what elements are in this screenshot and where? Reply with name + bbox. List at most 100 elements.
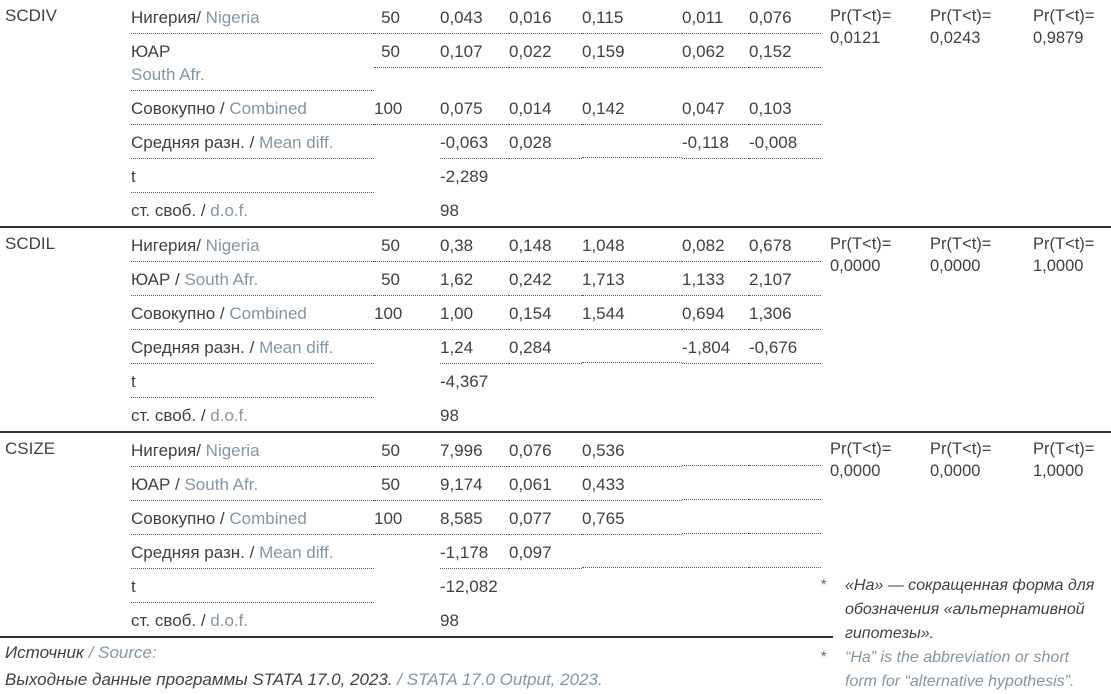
- group-label: ст. своб. / d.o.f.: [131, 193, 374, 226]
- group-label-en: d.o.f.: [210, 201, 249, 220]
- ci-upper-cell: [749, 364, 821, 397]
- pr-col-3: Pr(T<t)= 1,0000: [1033, 233, 1111, 277]
- std-dev-cell: [582, 603, 682, 636]
- group-label: Средняя разн. / Mean diff.: [131, 330, 374, 364]
- ci-upper-cell: [749, 398, 821, 431]
- group-label: ЮАР / South Afr.: [131, 262, 374, 296]
- source-ru: Источник: [5, 643, 84, 662]
- group-label-ru: t: [131, 577, 136, 596]
- pr-value: 0,0121: [830, 29, 881, 47]
- group-label-en: Nigeria: [205, 441, 260, 460]
- pr-columns: Pr(T<t)= 0,0000 Pr(T<t)= 0,0000 Pr(T<t)=…: [830, 438, 1111, 482]
- pr-label: Pr(T<t)=: [830, 7, 892, 25]
- table-row: ЮАР / South Afr. 50 1,62 0,242 1,713 1,1…: [131, 262, 1111, 296]
- variable-name: SCDIV: [5, 6, 57, 25]
- pr-label: Pr(T<t)=: [930, 7, 992, 25]
- mean-cell: 7,996: [440, 433, 509, 467]
- group-label-en: South Afr.: [131, 65, 205, 84]
- std-err-cell: 0,077: [509, 501, 582, 535]
- std-dev-cell: 1,713: [582, 262, 682, 296]
- group-label: Совокупно / Combined: [131, 296, 374, 330]
- mean-cell: 0,38: [440, 228, 509, 262]
- n-obs-cell: 50: [374, 262, 440, 296]
- ci-upper-cell: -0,008: [749, 125, 821, 159]
- pr-value: 0,0000: [930, 462, 981, 480]
- n-obs-cell: [374, 364, 440, 397]
- pr-value: 1,0000: [1033, 257, 1084, 275]
- ci-upper-cell: [749, 467, 821, 500]
- std-dev-cell: 1,048: [582, 228, 682, 262]
- dof-cell: 98: [440, 611, 459, 630]
- group-label: ЮАР / South Afr.: [131, 467, 374, 501]
- table-row: ЮАР / South Afr. 50 9,174 0,061 0,433: [131, 467, 1111, 501]
- t-statistic-cell: -2,289: [440, 167, 489, 186]
- mean-cell: 0,075: [440, 91, 509, 125]
- std-dev-cell: 0,765: [582, 501, 682, 535]
- group-label: Нигерия/ Nigeria: [131, 228, 374, 262]
- variable-name: SCDIL: [5, 234, 56, 253]
- source-line-2: Выходные данные программы STATA 17.0, 20…: [5, 666, 603, 693]
- pr-col-1: Pr(T<t)= 0,0000: [830, 233, 930, 277]
- group-label-ru: Средняя разн. /: [131, 338, 255, 357]
- std-err-cell: 0,154: [509, 296, 582, 330]
- group-label-en: d.o.f.: [210, 611, 249, 630]
- ci-lower-cell: [682, 193, 749, 226]
- group-label-en: Mean diff.: [259, 543, 334, 562]
- ci-upper-cell: [749, 193, 821, 226]
- std-dev-cell: 1,544: [582, 296, 682, 330]
- group-label: Средняя разн. / Mean diff.: [131, 125, 374, 159]
- ci-upper-cell: 0,076: [749, 0, 821, 34]
- group-label-ru: Нигерия/: [131, 441, 201, 460]
- ci-lower-cell: 0,011: [682, 0, 749, 34]
- std-err-cell: 0,016: [509, 0, 582, 34]
- asterisk-marker: *: [820, 577, 827, 594]
- mean-cell: 1,62: [440, 262, 509, 296]
- group-label-ru: ЮАР /: [131, 270, 180, 289]
- std-err-cell: [509, 603, 582, 636]
- n-obs-cell: [374, 330, 440, 363]
- ci-lower-cell: -1,804: [682, 330, 749, 364]
- table-row: Средняя разн. / Mean diff. -0,063 0,028 …: [131, 125, 1111, 159]
- n-obs-cell: 50: [374, 433, 440, 467]
- pr-label: Pr(T<t)=: [830, 440, 892, 458]
- ci-lower-cell: [682, 364, 749, 397]
- dof-cell: 98: [440, 201, 459, 220]
- pr-col-2: Pr(T<t)= 0,0000: [930, 438, 1033, 482]
- pr-columns: Pr(T<t)= 0,0121 Pr(T<t)= 0,0243 Pr(T<t)=…: [830, 5, 1111, 49]
- n-obs-cell: [374, 125, 440, 158]
- std-dev-cell: 0,433: [582, 467, 682, 501]
- group-label: Совокупно / Combined: [131, 501, 374, 535]
- group-label-en: South Afr.: [184, 475, 259, 494]
- mean-cell: -1,178: [440, 535, 509, 569]
- mean-cell: 1,24: [440, 330, 509, 364]
- ci-lower-cell: [682, 398, 749, 431]
- ci-upper-cell: 2,107: [749, 262, 821, 296]
- table-row: Средняя разн. / Mean diff. -1,178 0,097: [131, 535, 1111, 569]
- ci-lower-cell: [682, 467, 749, 500]
- group-label-ru: Средняя разн. /: [131, 133, 255, 152]
- n-obs-cell: 50: [374, 228, 440, 262]
- table-row: Нигерия/ Nigeria 50 7,996 0,076 0,536: [131, 433, 1111, 467]
- group-label: ст. своб. / d.o.f.: [131, 398, 374, 431]
- pr-label: Pr(T<t)=: [1033, 7, 1095, 25]
- ci-upper-cell: [749, 159, 821, 192]
- pr-value: 0,0000: [830, 462, 881, 480]
- group-label-en: Mean diff.: [259, 133, 334, 152]
- std-dev-cell: [582, 125, 682, 158]
- ci-upper-cell: [749, 535, 821, 568]
- n-obs-cell: [374, 535, 440, 568]
- n-obs-cell: 50: [374, 467, 440, 501]
- pr-label: Pr(T<t)=: [1033, 440, 1095, 458]
- std-err-cell: [509, 569, 582, 602]
- table-row: ст. своб. / d.o.f. 98: [131, 193, 1111, 226]
- pr-label: Pr(T<t)=: [830, 235, 892, 253]
- group-label-ru: Нигерия/: [131, 236, 201, 255]
- pr-col-2: Pr(T<t)= 0,0243: [930, 5, 1033, 49]
- std-dev-cell: 0,142: [582, 91, 682, 125]
- ci-lower-cell: [682, 535, 749, 568]
- footnote-text: “Ha” is the abbreviation or short form f…: [845, 649, 1075, 690]
- table-row: Совокупно / Combined 100 8,585 0,077 0,7…: [131, 501, 1111, 535]
- ci-lower-cell: [682, 569, 749, 602]
- std-dev-cell: [582, 159, 682, 192]
